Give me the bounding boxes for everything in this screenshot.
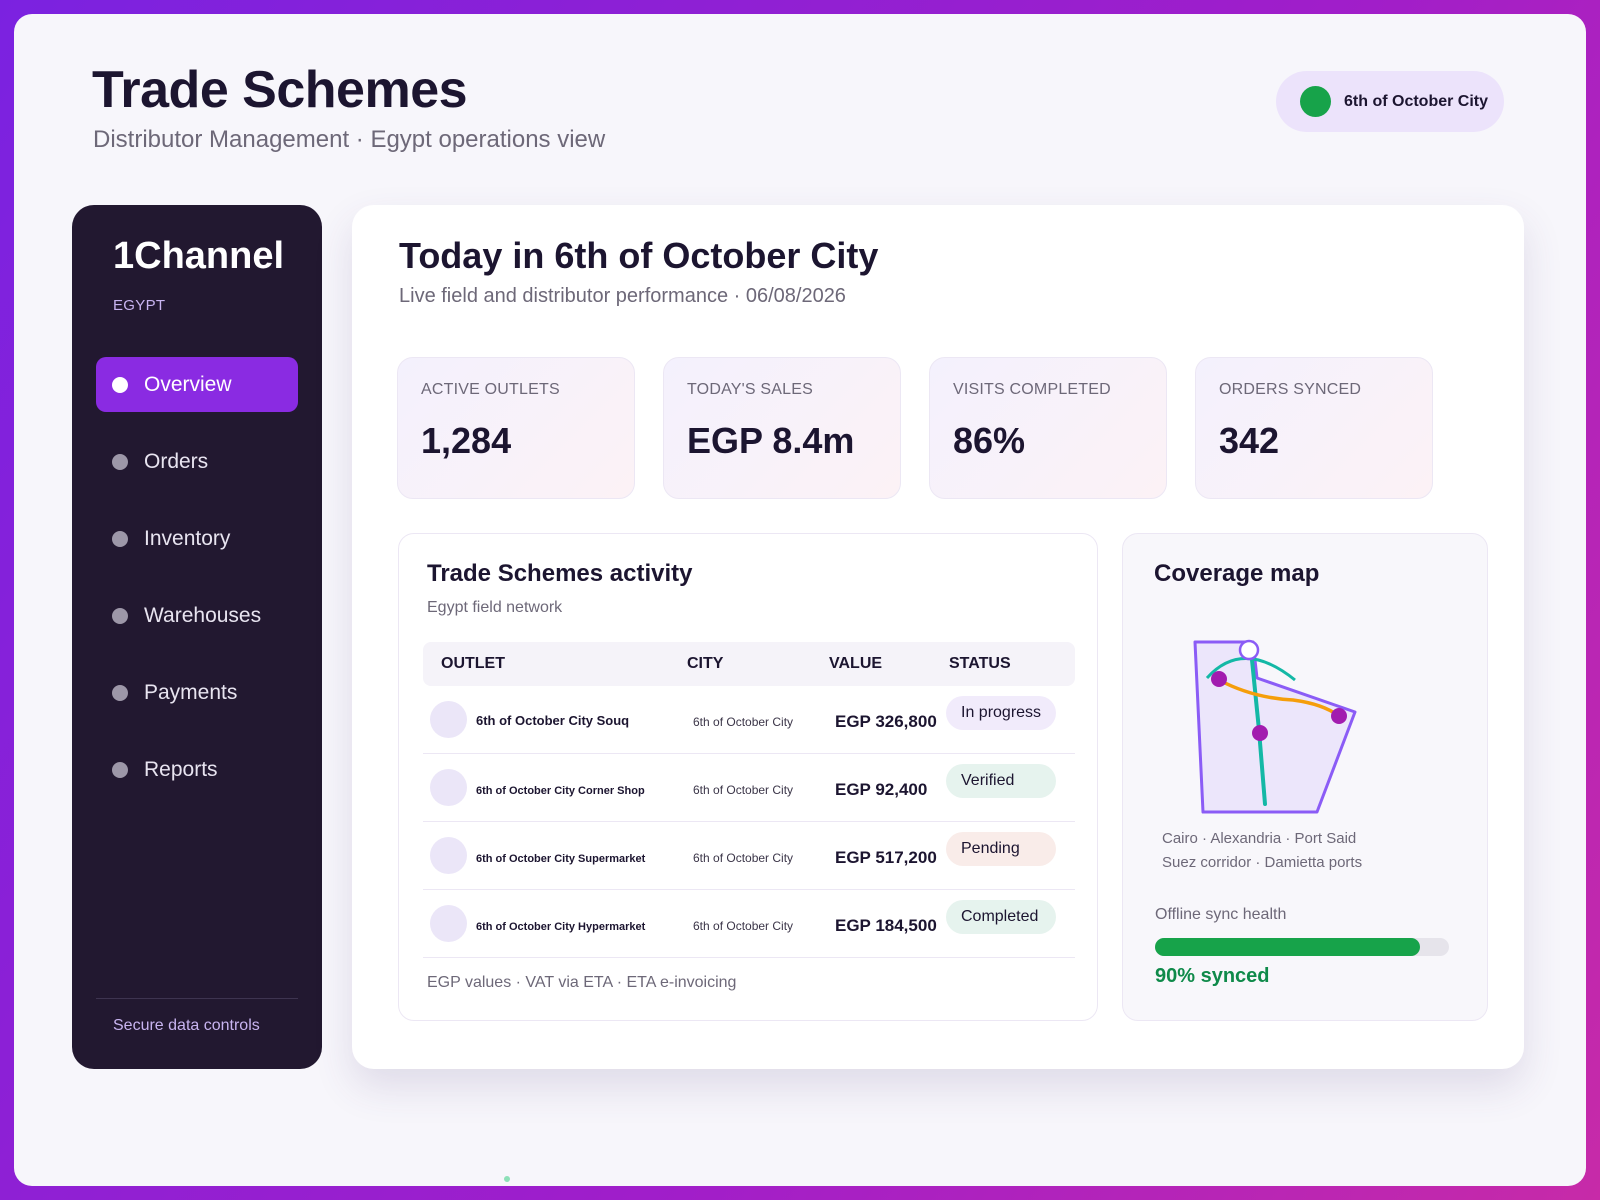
sidebar-item-orders[interactable]: Orders: [96, 434, 298, 489]
outlet-name: 6th of October City Hypermarket: [476, 921, 646, 933]
bullet-icon: [112, 453, 128, 470]
coverage-map-icon[interactable]: [1183, 634, 1363, 824]
table-row[interactable]: 6th of October City Souq 6th of October …: [423, 686, 1075, 754]
outlet-name: 6th of October City Supermarket: [476, 853, 646, 865]
outlet-value: EGP 92,400: [835, 780, 928, 799]
kpi-value: 86%: [953, 420, 1026, 461]
kpi-label: VISITS COMPLETED: [953, 381, 1111, 398]
activity-card: Trade Schemes activity Egypt field netwo…: [398, 533, 1098, 1021]
bullet-icon: [112, 761, 128, 778]
main-title: Today in 6th of October City: [399, 235, 879, 276]
sidebar-item-payments[interactable]: Payments: [96, 665, 298, 720]
kpi-value: EGP 8.4m: [687, 420, 855, 461]
sync-progress-bar: [1155, 938, 1449, 956]
decorative-dot: [504, 1176, 510, 1182]
column-header-status[interactable]: STATUS: [949, 655, 1011, 672]
kpi-visits-completed: VISITS COMPLETED 86%: [929, 357, 1167, 499]
table-header: OUTLET CITY VALUE STATUS: [423, 642, 1075, 686]
map-caption-line1: Cairo · Alexandria · Port Said: [1162, 830, 1357, 847]
column-header-outlet[interactable]: OUTLET: [441, 655, 505, 672]
status-dot-icon: [1300, 86, 1331, 117]
table-row[interactable]: 6th of October City Supermarket 6th of O…: [423, 822, 1075, 890]
avatar: [430, 905, 467, 942]
map-caption-line2: Suez corridor · Damietta ports: [1162, 854, 1363, 871]
column-header-city[interactable]: CITY: [687, 655, 724, 672]
kpi-value: 1,284: [421, 420, 512, 461]
outlet-city: 6th of October City: [693, 715, 794, 729]
sidebar-item-label: Overview: [144, 372, 232, 396]
sync-value: 90% synced: [1155, 965, 1270, 987]
sidebar-item-label: Reports: [144, 757, 218, 781]
brand-country: EGYPT: [113, 297, 166, 314]
kpi-value: 342: [1219, 420, 1280, 461]
brand-name: 1Channel: [113, 235, 285, 277]
coverage-card: Coverage map Cairo · Alexandria · Port S…: [1122, 533, 1488, 1021]
sidebar-divider: [96, 998, 298, 999]
status-badge: In progress: [946, 696, 1056, 730]
sidebar-item-inventory[interactable]: Inventory: [96, 511, 298, 566]
kpi-todays-sales: TODAY'S SALES EGP 8.4m: [663, 357, 901, 499]
secure-data-controls-link[interactable]: Secure data controls: [113, 1017, 260, 1034]
outlet-name: 6th of October City Souq: [476, 713, 630, 728]
status-badge: Verified: [946, 764, 1056, 798]
table-row[interactable]: 6th of October City Corner Shop 6th of O…: [423, 754, 1075, 822]
sidebar-item-warehouses[interactable]: Warehouses: [96, 588, 298, 643]
avatar: [430, 701, 467, 738]
avatar: [430, 769, 467, 806]
sidebar-item-label: Payments: [144, 680, 238, 704]
sidebar-item-reports[interactable]: Reports: [96, 742, 298, 797]
city-selector[interactable]: 6th of October City: [1276, 71, 1504, 132]
sidebar: 1Channel EGYPT Overview Orders Inventory…: [72, 205, 322, 1069]
outlet-value: EGP 517,200: [835, 848, 937, 867]
sidebar-item-label: Orders: [144, 449, 209, 473]
column-header-value[interactable]: VALUE: [829, 655, 883, 672]
activity-subtitle: Egypt field network: [427, 599, 563, 616]
bullet-icon: [112, 607, 128, 624]
bullet-icon: [112, 684, 128, 701]
outlet-city: 6th of October City: [693, 783, 794, 797]
outlet-name: 6th of October City Corner Shop: [476, 785, 645, 797]
kpi-label: ORDERS SYNCED: [1219, 381, 1362, 398]
main-subtitle: Live field and distributor performance ·…: [399, 285, 846, 307]
main-panel: Today in 6th of October City Live field …: [352, 205, 1524, 1069]
sidebar-item-overview[interactable]: Overview: [96, 357, 298, 412]
status-badge: Completed: [946, 900, 1056, 934]
kpi-label: ACTIVE OUTLETS: [421, 381, 560, 398]
coverage-title: Coverage map: [1154, 560, 1320, 587]
bullet-icon: [112, 376, 128, 393]
outlet-value: EGP 326,800: [835, 712, 937, 731]
status-badge: Pending: [946, 832, 1056, 866]
table-footnote: EGP values · VAT via ETA · ETA e-invoici…: [427, 974, 737, 991]
avatar: [430, 837, 467, 874]
app-frame: Trade Schemes Distributor Management · E…: [14, 14, 1586, 1186]
page-title: Trade Schemes: [92, 61, 468, 119]
outlet-city: 6th of October City: [693, 919, 794, 933]
sidebar-nav: Overview Orders Inventory Warehouses Pay…: [96, 357, 298, 819]
sync-label: Offline sync health: [1155, 906, 1287, 923]
kpi-active-outlets: ACTIVE OUTLETS 1,284: [397, 357, 635, 499]
sidebar-item-label: Warehouses: [144, 603, 262, 627]
kpi-label: TODAY'S SALES: [687, 381, 813, 398]
kpi-orders-synced: ORDERS SYNCED 342: [1195, 357, 1433, 499]
activity-table: OUTLET CITY VALUE STATUS 6th of October …: [423, 642, 1075, 958]
city-selector-label: 6th of October City: [1344, 92, 1489, 110]
table-row[interactable]: 6th of October City Hypermarket 6th of O…: [423, 890, 1075, 958]
outlet-city: 6th of October City: [693, 851, 794, 865]
sidebar-item-label: Inventory: [144, 526, 231, 550]
outlet-value: EGP 184,500: [835, 916, 937, 935]
activity-title: Trade Schemes activity: [427, 560, 693, 587]
bullet-icon: [112, 530, 128, 547]
sync-progress-fill: [1155, 938, 1420, 956]
page-subtitle: Distributor Management · Egypt operation…: [93, 126, 606, 153]
